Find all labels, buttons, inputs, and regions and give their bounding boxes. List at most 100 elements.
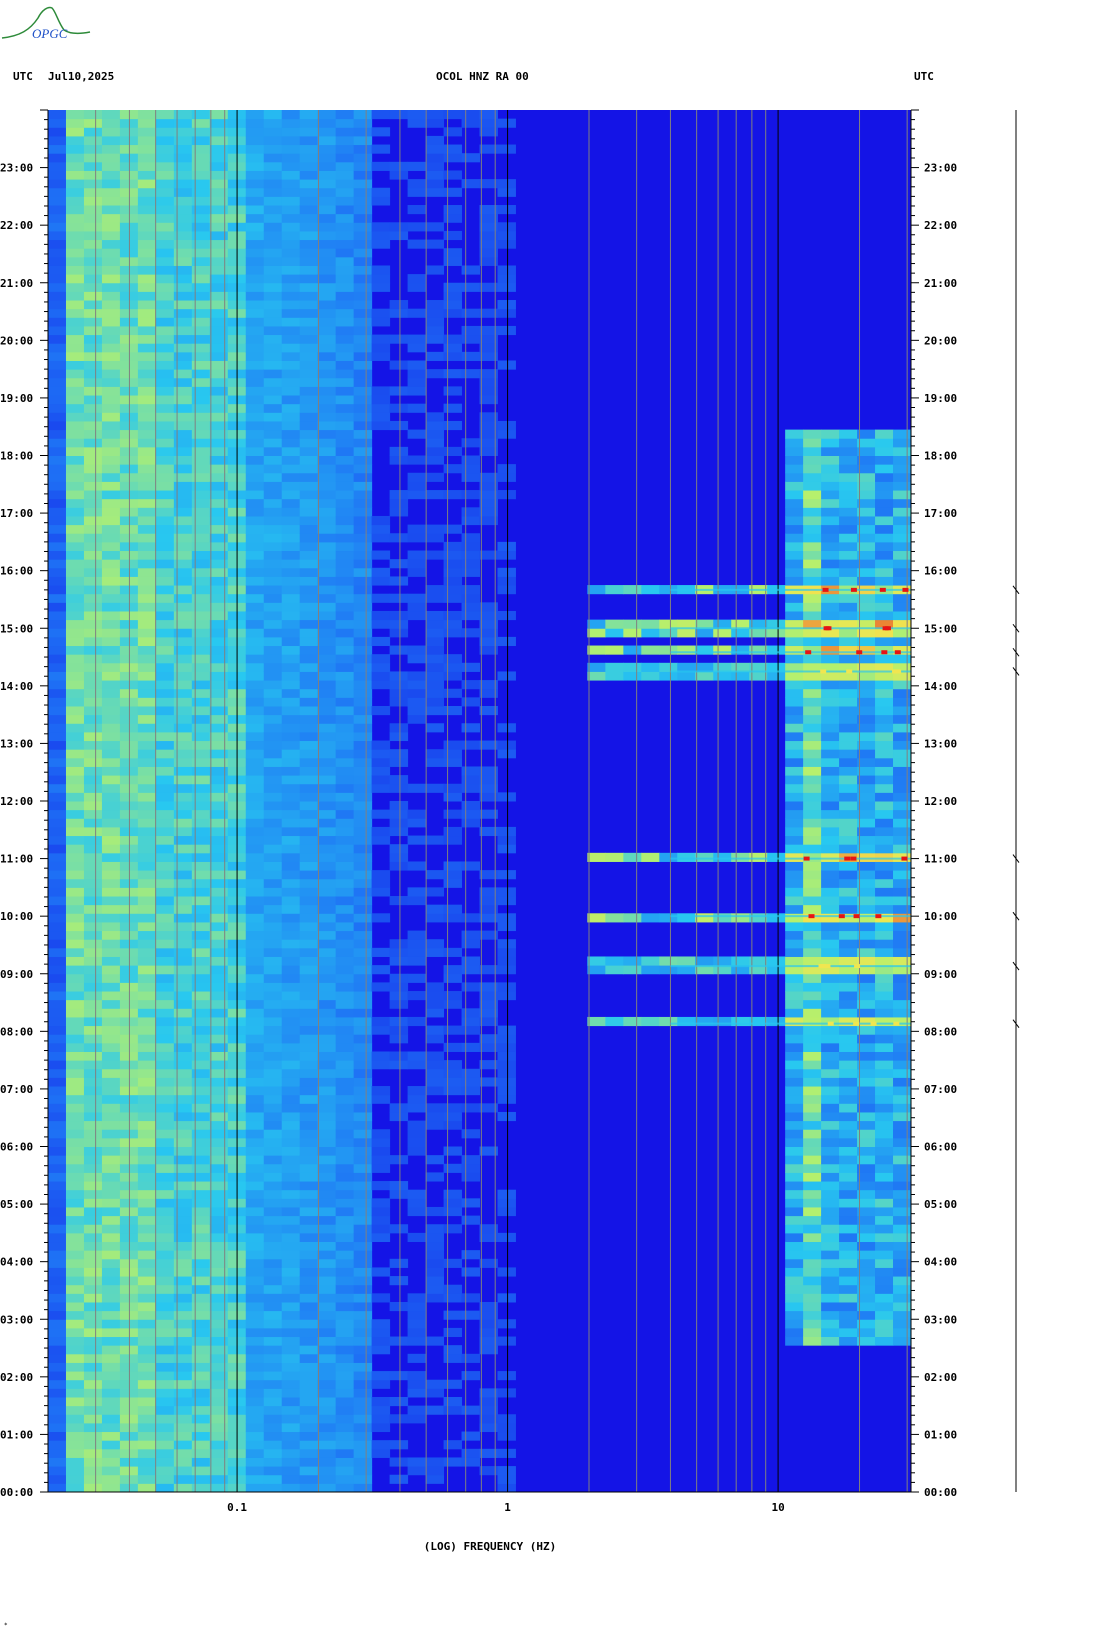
- heat-cell: [83, 1189, 103, 1199]
- time-label-left: 05:00: [0, 1198, 33, 1211]
- heat-cell: [65, 1094, 85, 1104]
- heat-cell: [48, 861, 67, 871]
- heat-cell: [209, 343, 229, 353]
- heat-cell: [479, 896, 498, 906]
- heat-cell: [101, 1077, 121, 1087]
- heat-cell: [137, 524, 157, 534]
- heat-cell: [335, 1077, 355, 1087]
- heat-cell: [353, 127, 373, 137]
- heat-cell: [785, 939, 804, 949]
- heat-cell: [65, 1396, 85, 1407]
- heat-cell: [317, 1301, 337, 1312]
- heat-cell: [317, 973, 337, 983]
- heat-cell: [335, 1103, 355, 1113]
- heat-cell: [317, 1293, 337, 1303]
- heat-cell: [425, 179, 445, 189]
- heat-cell: [443, 861, 463, 871]
- heat-cell: [191, 455, 211, 465]
- heat-cell: [839, 1016, 858, 1027]
- heat-cell: [281, 395, 301, 405]
- heat-cell: [191, 170, 211, 180]
- heat-cell: [65, 498, 85, 508]
- heat-cell: [353, 792, 373, 802]
- heat-cell: [48, 628, 67, 638]
- heat-cell: [299, 593, 319, 603]
- heat-cell: [65, 1034, 85, 1044]
- heat-cell: [281, 1025, 301, 1035]
- heat-cell: [317, 1474, 337, 1484]
- heat-cell: [281, 1129, 301, 1139]
- heat-cell: [83, 749, 103, 759]
- heat-cell: [353, 887, 373, 897]
- heat-cell: [281, 654, 301, 664]
- heat-cell: [245, 999, 265, 1009]
- heat-cell: [101, 956, 121, 966]
- heat-cell: [893, 1241, 912, 1251]
- heat-cell: [83, 187, 103, 197]
- heat-cell: [173, 1051, 193, 1061]
- heat-cell: [101, 999, 121, 1009]
- heat-cell: [461, 567, 480, 577]
- heat-cell: [209, 550, 229, 560]
- heat-cell: [497, 991, 516, 1001]
- heat-cell: [479, 351, 498, 361]
- heat-cell: [443, 144, 463, 154]
- heat-cell: [839, 930, 858, 940]
- heat-cell: [317, 412, 337, 422]
- heat-cell: [263, 213, 283, 223]
- heat-cell: [425, 334, 445, 344]
- heat-cell: [299, 1241, 319, 1251]
- heat-cell: [407, 1327, 427, 1338]
- heat-cell: [443, 740, 463, 750]
- heat-cell: [857, 1258, 876, 1268]
- heat-cell: [65, 360, 85, 370]
- heat-cell: [173, 1094, 193, 1104]
- heat-cell: [335, 351, 355, 361]
- heat-cell: [821, 1103, 840, 1113]
- heat-cell: [137, 438, 157, 448]
- heat-cell: [83, 645, 103, 655]
- heat-cell: [479, 395, 498, 405]
- heat-cell: [353, 1483, 373, 1493]
- heat-cell: [263, 481, 283, 491]
- heat-cell: [83, 965, 103, 975]
- heat-cell: [497, 1206, 516, 1217]
- heat-cell: [83, 999, 103, 1009]
- heat-cell: [263, 671, 283, 681]
- heat-cell: [299, 1224, 319, 1234]
- heat-cell: [749, 671, 768, 681]
- heat-cell: [155, 446, 175, 456]
- heat-cell: [191, 887, 211, 897]
- heat-cell: [299, 187, 319, 197]
- heat-cell: [821, 1267, 840, 1277]
- heat-cell: [65, 110, 85, 120]
- heat-cell: [875, 930, 894, 940]
- heat-cell: [65, 1016, 85, 1027]
- heat-cell: [137, 1310, 157, 1320]
- heat-cell: [83, 792, 103, 802]
- heat-cell: [389, 1258, 409, 1268]
- heat-cell: [461, 325, 480, 336]
- heat-cell: [173, 377, 193, 387]
- heat-cell: [605, 662, 624, 672]
- heat-cell: [785, 1034, 804, 1044]
- heat-cell: [317, 1103, 337, 1113]
- heat-cell: [263, 861, 283, 871]
- heat-cell: [65, 369, 85, 379]
- heat-cell: [245, 714, 265, 724]
- heat-cell: [263, 585, 283, 595]
- heat-cell: [281, 1051, 301, 1061]
- heat-cell: [101, 274, 121, 284]
- heat-cell: [317, 619, 337, 629]
- heat-cell: [191, 1258, 211, 1268]
- heat-cell: [497, 1414, 516, 1424]
- heat-cell: [281, 1405, 301, 1415]
- heat-cell: [263, 118, 283, 128]
- heat-cell: [155, 377, 175, 387]
- heat-cell: [353, 1293, 373, 1303]
- heat-cell: [65, 205, 85, 215]
- heat-cell: [155, 351, 175, 361]
- heat-cell: [101, 1198, 121, 1208]
- heat-cell: [137, 118, 157, 128]
- heat-cell: [83, 1172, 103, 1182]
